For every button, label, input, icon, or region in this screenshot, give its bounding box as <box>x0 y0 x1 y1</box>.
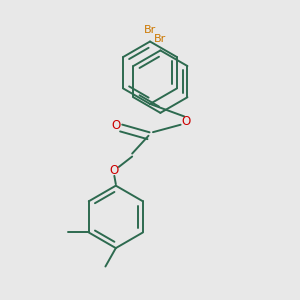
Text: Br: Br <box>154 34 167 44</box>
Text: O: O <box>181 115 190 128</box>
Text: O: O <box>111 119 120 132</box>
Text: Br: Br <box>144 25 156 35</box>
Text: O: O <box>110 164 119 177</box>
